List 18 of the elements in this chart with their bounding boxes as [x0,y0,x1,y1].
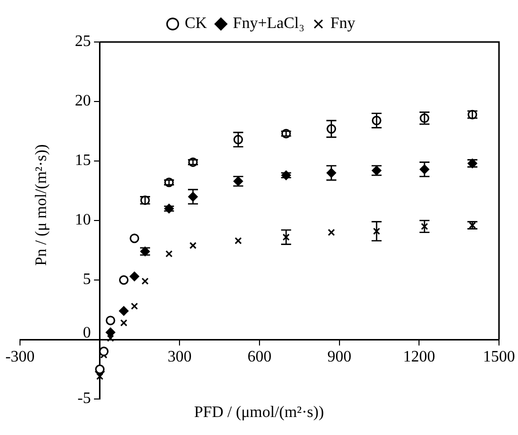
y-tick-label: 20 [74,92,91,110]
x-tick-label: -300 [5,348,35,366]
legend-label: CK [184,15,208,32]
x-tick-label: 1200 [403,348,436,366]
x-tick-label: 900 [327,348,352,366]
legend-label: Fny [330,15,356,32]
legend-label: Fny+LaCl₃ [232,15,304,32]
y-axis-title: Pn / (μ mol/(m²·s)) [33,144,51,266]
x-tick-label: 1500 [483,348,515,366]
y-tick-label: 25 [74,33,91,50]
y-tick-label: 10 [74,212,91,229]
y-tick-label: -5 [78,390,91,408]
y-tick-label: 5 [82,271,91,288]
x-axis-title: PFD / (μmol/(m²·s)) [194,404,324,421]
y-tick-label: 0 [82,324,91,342]
x-tick-label: 300 [168,348,192,366]
y-tick-label: 15 [74,152,91,170]
x-tick-label: 600 [248,348,272,366]
